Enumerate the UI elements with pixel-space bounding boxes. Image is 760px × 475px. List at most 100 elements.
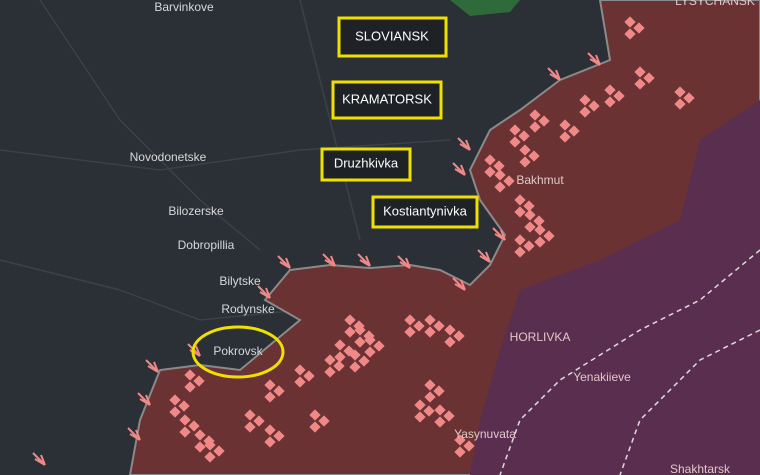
attack-marker	[433, 385, 445, 397]
advance-arrow	[357, 253, 371, 267]
rail-lines	[499, 249, 760, 475]
attack-marker	[373, 340, 385, 352]
place-label: Pokrovsk	[213, 344, 263, 358]
advance-arrow	[145, 359, 159, 373]
attack-marker	[404, 314, 416, 326]
highlight-label: Kostiantynivka	[383, 203, 468, 218]
attack-marker	[484, 154, 496, 166]
attack-marker	[533, 215, 545, 227]
attack-marker	[169, 394, 181, 406]
advance-arrow	[457, 137, 471, 151]
attack-marker	[519, 144, 531, 156]
attack-marker	[188, 420, 200, 432]
attack-marker	[424, 314, 436, 326]
attack-marker	[169, 406, 181, 418]
attack-marker	[333, 360, 345, 372]
attack-marker	[433, 320, 445, 332]
advance-arrow	[322, 253, 336, 267]
attack-marker	[244, 421, 256, 433]
attack-marker	[349, 349, 361, 361]
highlight-box	[320, 147, 412, 182]
attack-marker	[358, 355, 370, 367]
advance-arrow	[587, 52, 601, 66]
advance-arrow	[257, 285, 271, 299]
roads	[0, 0, 451, 321]
place-label: Bilytske	[219, 274, 261, 288]
attack-marker	[434, 404, 446, 416]
advance-arrow	[452, 162, 466, 176]
road	[0, 139, 451, 171]
place-label: Rodynske	[221, 302, 275, 316]
attack-marker	[273, 430, 285, 442]
attack-marker	[444, 324, 456, 336]
place-label: Yasynuvata	[454, 427, 516, 441]
place-label: Barvinkove	[154, 0, 214, 14]
attack-marker	[423, 405, 435, 417]
attack-marker	[524, 209, 536, 221]
attack-marker	[404, 326, 416, 338]
attack-marker	[273, 385, 285, 397]
highlight-label: KRAMATORSK	[342, 91, 432, 106]
attack-marker	[484, 166, 496, 178]
attack-marker	[294, 364, 306, 376]
attack-marker	[264, 379, 276, 391]
attack-marker	[204, 439, 216, 451]
attack-marker	[334, 351, 346, 363]
attack-marker	[528, 150, 540, 162]
attack-marker	[509, 136, 521, 148]
attack-marker	[444, 336, 456, 348]
attack-marker	[534, 224, 546, 236]
attack-marker	[318, 415, 330, 427]
attack-marker	[559, 131, 571, 143]
road	[0, 259, 301, 321]
road	[299, 0, 361, 241]
rail-line	[499, 249, 760, 475]
attack-marker	[454, 446, 466, 458]
attack-marker	[514, 246, 526, 258]
attack-marker	[264, 391, 276, 403]
attack-marker	[244, 409, 256, 421]
attack-marker	[213, 445, 225, 457]
attack-marker	[494, 169, 506, 181]
attack-marker	[264, 424, 276, 436]
attack-marker	[424, 391, 436, 403]
attack-marker	[194, 429, 206, 441]
attack-marker	[334, 339, 346, 351]
advance-arrow	[277, 255, 291, 269]
advance-arrow	[127, 427, 141, 441]
attack-marker	[424, 326, 436, 338]
attack-marker	[463, 440, 475, 452]
attack-marker	[194, 441, 206, 453]
attack-marker	[324, 354, 336, 366]
advance-arrow	[397, 255, 411, 269]
road	[39, 0, 261, 251]
attack-marker	[179, 414, 191, 426]
attack-marker	[523, 200, 535, 212]
attack-marker	[534, 236, 546, 248]
attack-marker	[514, 234, 526, 246]
place-label: Bakhmut	[516, 173, 564, 187]
attack-marker	[184, 381, 196, 393]
attack-marker	[519, 156, 531, 168]
attack-marker	[354, 324, 366, 336]
attack-marker	[309, 421, 321, 433]
advance-arrow	[32, 452, 46, 466]
attack-marker	[503, 175, 515, 187]
attack-marker	[303, 370, 315, 382]
attack-marker	[523, 240, 535, 252]
place-label: Shakhtarsk	[670, 462, 731, 475]
attack-marker	[184, 369, 196, 381]
attack-marker	[309, 409, 321, 421]
attack-marker	[424, 379, 436, 391]
attack-marker	[364, 334, 376, 346]
attack-marker	[344, 326, 356, 338]
attack-marker	[524, 221, 536, 233]
attack-marker	[344, 314, 356, 326]
rail-line	[619, 329, 760, 475]
attack-marker	[453, 330, 465, 342]
attack-marker	[518, 130, 530, 142]
attack-marker	[543, 230, 555, 242]
attack-marker	[264, 436, 276, 448]
attack-marker	[494, 181, 506, 193]
